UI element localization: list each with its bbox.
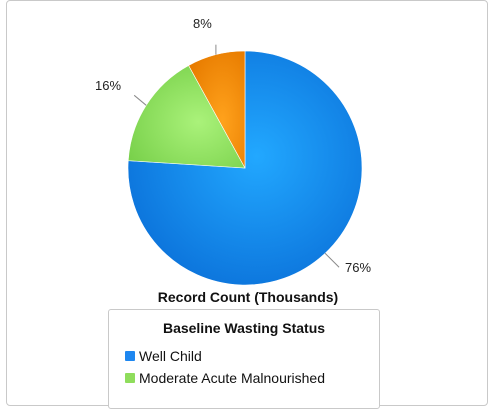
legend-items: Well Child Moderate Acute Malnourished	[125, 345, 379, 389]
chart-axis-title: Record Count (Thousands)	[157, 289, 339, 305]
pie-value-labels: 76% 16% 8%	[95, 16, 371, 275]
legend-label: Well Child	[139, 348, 202, 364]
legend-swatch-well-child	[125, 351, 135, 361]
pie-value-label-0: 76%	[345, 260, 371, 275]
pie-leader-lines	[133, 44, 340, 268]
pie-value-label-1: 16%	[95, 78, 121, 93]
legend-label: Moderate Acute Malnourished	[139, 370, 325, 386]
pie-slice-2[interactable]	[188, 50, 246, 169]
legend-item-well-child[interactable]: Well Child	[125, 345, 379, 367]
legend-title: Baseline Wasting Status	[162, 320, 326, 336]
legend-item-moderate-acute-malnourished[interactable]: Moderate Acute Malnourished	[125, 367, 379, 389]
pie-leader-1	[133, 94, 147, 106]
pie-value-label-2: 8%	[193, 16, 212, 31]
pie-leader-0	[324, 252, 340, 268]
pie-slices	[127, 50, 363, 286]
legend-swatch-moderate-acute-malnourished	[125, 373, 135, 383]
legend: Baseline Wasting Status Well Child Moder…	[108, 309, 380, 409]
pie-chart: 76% 16% 8%	[95, 16, 371, 286]
